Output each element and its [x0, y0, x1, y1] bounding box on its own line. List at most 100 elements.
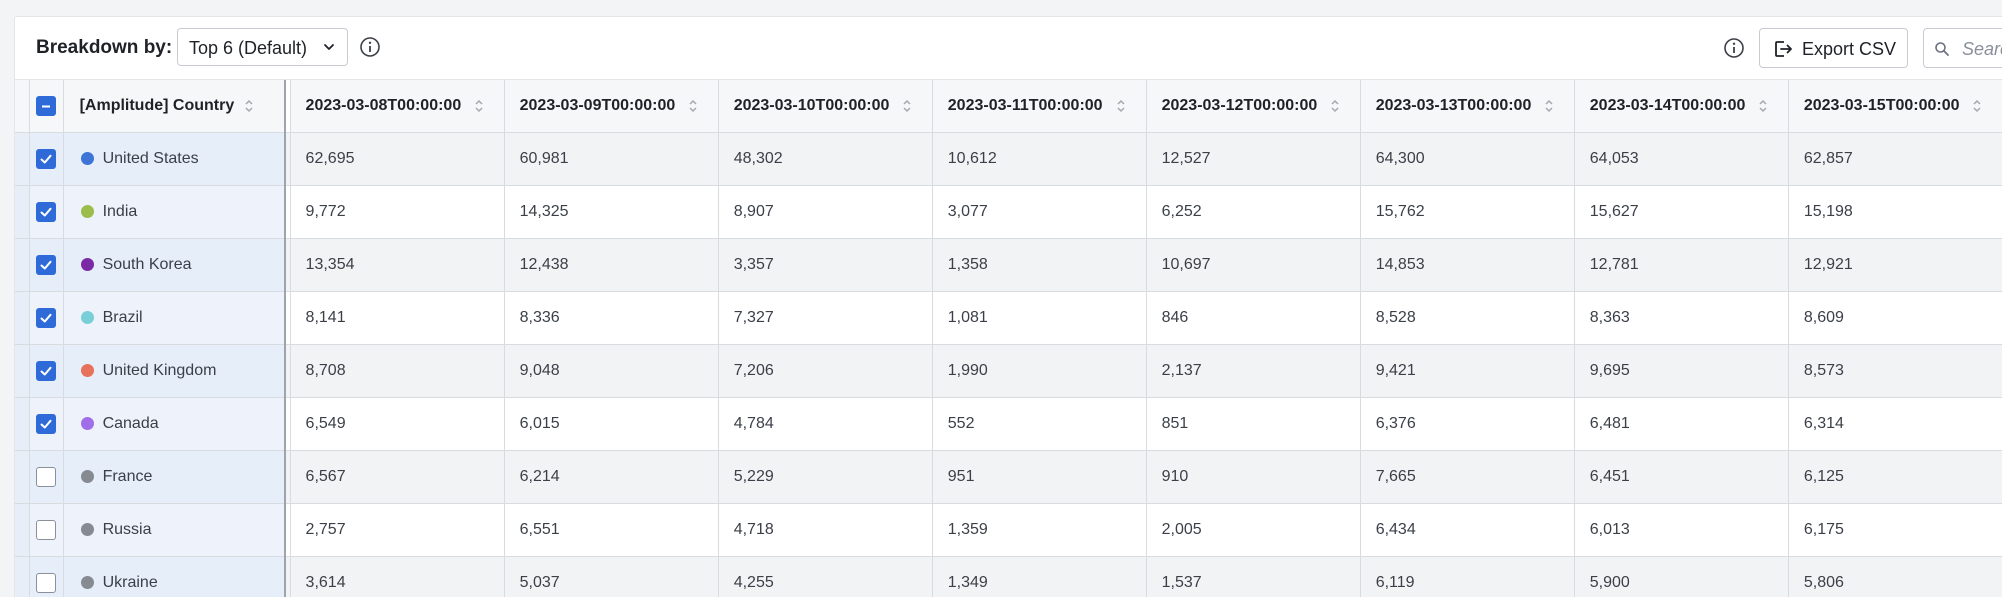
column-divider [284, 450, 291, 504]
row-checkbox[interactable] [36, 360, 57, 381]
cell-value: 6,252 [1161, 202, 1202, 220]
row-checkbox[interactable] [36, 413, 57, 434]
country-cell: United Kingdom [63, 344, 286, 398]
date-column-header[interactable]: 2023-03-10T00:00:00 [718, 80, 933, 133]
value-cell: 15,627 [1574, 185, 1789, 239]
row-checkbox[interactable] [36, 254, 57, 275]
sort-icon[interactable] [902, 98, 912, 114]
breakdown-dropdown[interactable]: Top 6 (Default) [177, 28, 348, 66]
country-name: South Korea [102, 255, 192, 273]
search-input[interactable] [1960, 37, 2002, 61]
cell-value: 8,363 [1589, 308, 1630, 326]
row-stub [15, 291, 30, 345]
cell-value: 552 [947, 414, 975, 432]
date-column-header[interactable]: 2023-03-11T00:00:00 [932, 80, 1147, 133]
table-row: Canada 6,549 6,015 4,784 552 851 6,376 6,481 6,3… [15, 397, 2002, 451]
value-cell: 4,718 [718, 503, 933, 557]
row-stub [15, 397, 30, 451]
cell-value: 9,695 [1589, 361, 1630, 379]
sort-icon[interactable] [1544, 98, 1554, 114]
date-column-header[interactable]: 2023-03-09T00:00:00 [504, 80, 719, 133]
date-column-header[interactable]: 2023-03-14T00:00:00 [1574, 80, 1789, 133]
cell-value: 851 [1161, 414, 1189, 432]
info-icon[interactable] [359, 36, 381, 58]
sort-icon[interactable] [1972, 98, 1982, 114]
date-column-header[interactable]: 2023-03-12T00:00:00 [1146, 80, 1361, 133]
sort-icon[interactable] [1116, 98, 1126, 114]
cell-value: 12,438 [519, 255, 569, 273]
row-checkbox-cell [29, 344, 64, 398]
value-cell: 6,549 [290, 397, 505, 451]
value-cell: 6,451 [1574, 450, 1789, 504]
row-checkbox[interactable] [36, 148, 57, 169]
row-checkbox[interactable] [36, 307, 57, 328]
cell-value: 2,005 [1161, 520, 1202, 538]
cell-value: 60,981 [519, 149, 569, 167]
cell-value: 4,255 [733, 573, 774, 591]
row-checkbox[interactable] [36, 466, 57, 487]
table-row: Ukraine 3,614 5,037 4,255 1,349 1,537 6,119 5,9… [15, 556, 2002, 597]
cell-value: 14,325 [519, 202, 569, 220]
value-cell: 6,567 [290, 450, 505, 504]
cell-value: 9,048 [519, 361, 560, 379]
date-header-label: 2023-03-13T00:00:00 [1375, 96, 1532, 114]
value-cell: 12,527 [1146, 132, 1361, 186]
breakdown-toolbar: Breakdown by: Top 6 (Default) Export CSV [15, 17, 2002, 80]
table-header-row: [Amplitude] Country 2023-03-08T00:00:00 … [15, 80, 2002, 133]
cell-value: 7,665 [1375, 467, 1416, 485]
cell-value: 1,358 [947, 255, 988, 273]
value-cell: 8,141 [290, 291, 505, 345]
country-cell: Russia [63, 503, 286, 557]
value-cell: 951 [932, 450, 1147, 504]
cell-value: 1,349 [947, 573, 988, 591]
sort-icon[interactable] [1330, 98, 1340, 114]
value-cell: 62,857 [1788, 132, 2002, 186]
row-checkbox[interactable] [36, 519, 57, 540]
search-icon [1935, 42, 1949, 56]
cell-value: 6,481 [1589, 414, 1630, 432]
cell-value: 8,907 [733, 202, 774, 220]
value-cell: 6,125 [1788, 450, 2002, 504]
value-cell: 1,537 [1146, 556, 1361, 597]
checkmark-icon [40, 154, 52, 163]
row-checkbox[interactable] [36, 201, 57, 222]
table-row: India 9,772 14,325 8,907 3,077 6,252 15,762 15,… [15, 185, 2002, 239]
row-checkbox[interactable] [36, 572, 57, 593]
value-cell: 64,300 [1360, 132, 1575, 186]
date-column-header[interactable]: 2023-03-13T00:00:00 [1360, 80, 1575, 133]
value-cell: 846 [1146, 291, 1361, 345]
value-cell: 5,900 [1574, 556, 1789, 597]
row-stub [15, 185, 30, 239]
minus-icon [42, 105, 51, 108]
cell-value: 6,314 [1803, 414, 1844, 432]
export-csv-button[interactable]: Export CSV [1759, 28, 1908, 68]
table-row: United States 62,695 60,981 48,302 10,612 12,… [15, 132, 2002, 186]
sort-icon[interactable] [1758, 98, 1768, 114]
value-cell: 2,005 [1146, 503, 1361, 557]
row-checkbox-cell [29, 185, 64, 239]
breakdown-panel: Breakdown by: Top 6 (Default) Export CSV [14, 16, 2002, 597]
cell-value: 6,015 [519, 414, 560, 432]
row-checkbox-cell [29, 503, 64, 557]
series-color-dot [80, 311, 94, 324]
value-cell: 48,302 [718, 132, 933, 186]
date-column-header[interactable]: 2023-03-15T00:00:00 [1788, 80, 2002, 133]
value-cell: 8,609 [1788, 291, 2002, 345]
value-cell: 6,013 [1574, 503, 1789, 557]
search-box[interactable] [1923, 28, 2002, 68]
sort-icon[interactable] [244, 98, 254, 114]
select-all-checkbox[interactable] [36, 95, 57, 116]
date-column-header[interactable]: 2023-03-08T00:00:00 [290, 80, 505, 133]
cell-value: 6,214 [519, 467, 560, 485]
sort-icon[interactable] [474, 98, 484, 114]
cell-value: 1,537 [1161, 573, 1202, 591]
sort-icon[interactable] [688, 98, 698, 114]
country-cell: France [63, 450, 286, 504]
row-checkbox-cell [29, 450, 64, 504]
value-cell: 12,921 [1788, 238, 2002, 292]
series-color-dot [80, 417, 94, 430]
value-cell: 3,357 [718, 238, 933, 292]
info-icon[interactable] [1723, 37, 1745, 59]
series-color-dot [80, 364, 94, 377]
country-column-header[interactable]: [Amplitude] Country [63, 80, 286, 133]
